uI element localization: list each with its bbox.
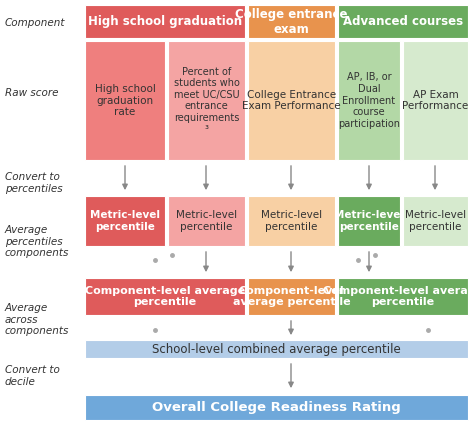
Text: Component-level average
percentile: Component-level average percentile bbox=[323, 286, 474, 307]
Bar bbox=[248, 278, 335, 315]
Bar bbox=[168, 196, 245, 246]
Bar bbox=[168, 41, 245, 160]
Text: Metric-level
percentile: Metric-level percentile bbox=[405, 210, 466, 232]
Text: Component: Component bbox=[5, 18, 65, 28]
Bar bbox=[248, 5, 335, 38]
Text: Convert to
decile: Convert to decile bbox=[5, 365, 60, 387]
Bar bbox=[85, 41, 165, 160]
Text: College entrance
exam: College entrance exam bbox=[235, 8, 348, 36]
Text: Component-level
average percentile: Component-level average percentile bbox=[233, 286, 350, 307]
Text: Convert to
percentiles: Convert to percentiles bbox=[5, 172, 63, 194]
Text: High school graduation: High school graduation bbox=[88, 15, 242, 28]
Bar bbox=[85, 5, 245, 38]
Bar bbox=[338, 196, 400, 246]
Text: Metric-level
percentile: Metric-level percentile bbox=[261, 210, 322, 232]
Text: Raw score: Raw score bbox=[5, 88, 58, 98]
Text: Overall College Readiness Rating: Overall College Readiness Rating bbox=[152, 401, 401, 414]
Text: Metric-level
percentile: Metric-level percentile bbox=[334, 210, 404, 232]
Bar bbox=[338, 5, 468, 38]
Text: School-level combined average percentile: School-level combined average percentile bbox=[152, 343, 401, 355]
Bar bbox=[85, 278, 245, 315]
Bar bbox=[85, 395, 468, 420]
Text: Component-level average
percentile: Component-level average percentile bbox=[85, 286, 245, 307]
Text: Average
percentiles
components: Average percentiles components bbox=[5, 225, 69, 258]
Text: Advanced courses: Advanced courses bbox=[343, 15, 463, 28]
Text: Average
across
components: Average across components bbox=[5, 303, 69, 336]
Bar bbox=[338, 278, 468, 315]
Text: Percent of
students who
meet UC/CSU
entrance
requirements
³: Percent of students who meet UC/CSU entr… bbox=[173, 66, 239, 135]
Text: High school
graduation
rate: High school graduation rate bbox=[94, 84, 155, 117]
Bar bbox=[85, 340, 468, 358]
Bar bbox=[338, 41, 400, 160]
Text: AP Exam
Performance: AP Exam Performance bbox=[402, 90, 469, 111]
Text: Metric-level
percentile: Metric-level percentile bbox=[90, 210, 160, 232]
Bar bbox=[85, 196, 165, 246]
Bar bbox=[248, 196, 335, 246]
Text: AP, IB, or
Dual
Enrollment
course
participation: AP, IB, or Dual Enrollment course partic… bbox=[338, 72, 400, 129]
Text: College Entrance
Exam Performance: College Entrance Exam Performance bbox=[242, 90, 341, 111]
Text: Metric-level
percentile: Metric-level percentile bbox=[176, 210, 237, 232]
Bar bbox=[403, 41, 468, 160]
Bar bbox=[248, 41, 335, 160]
Bar bbox=[403, 196, 468, 246]
